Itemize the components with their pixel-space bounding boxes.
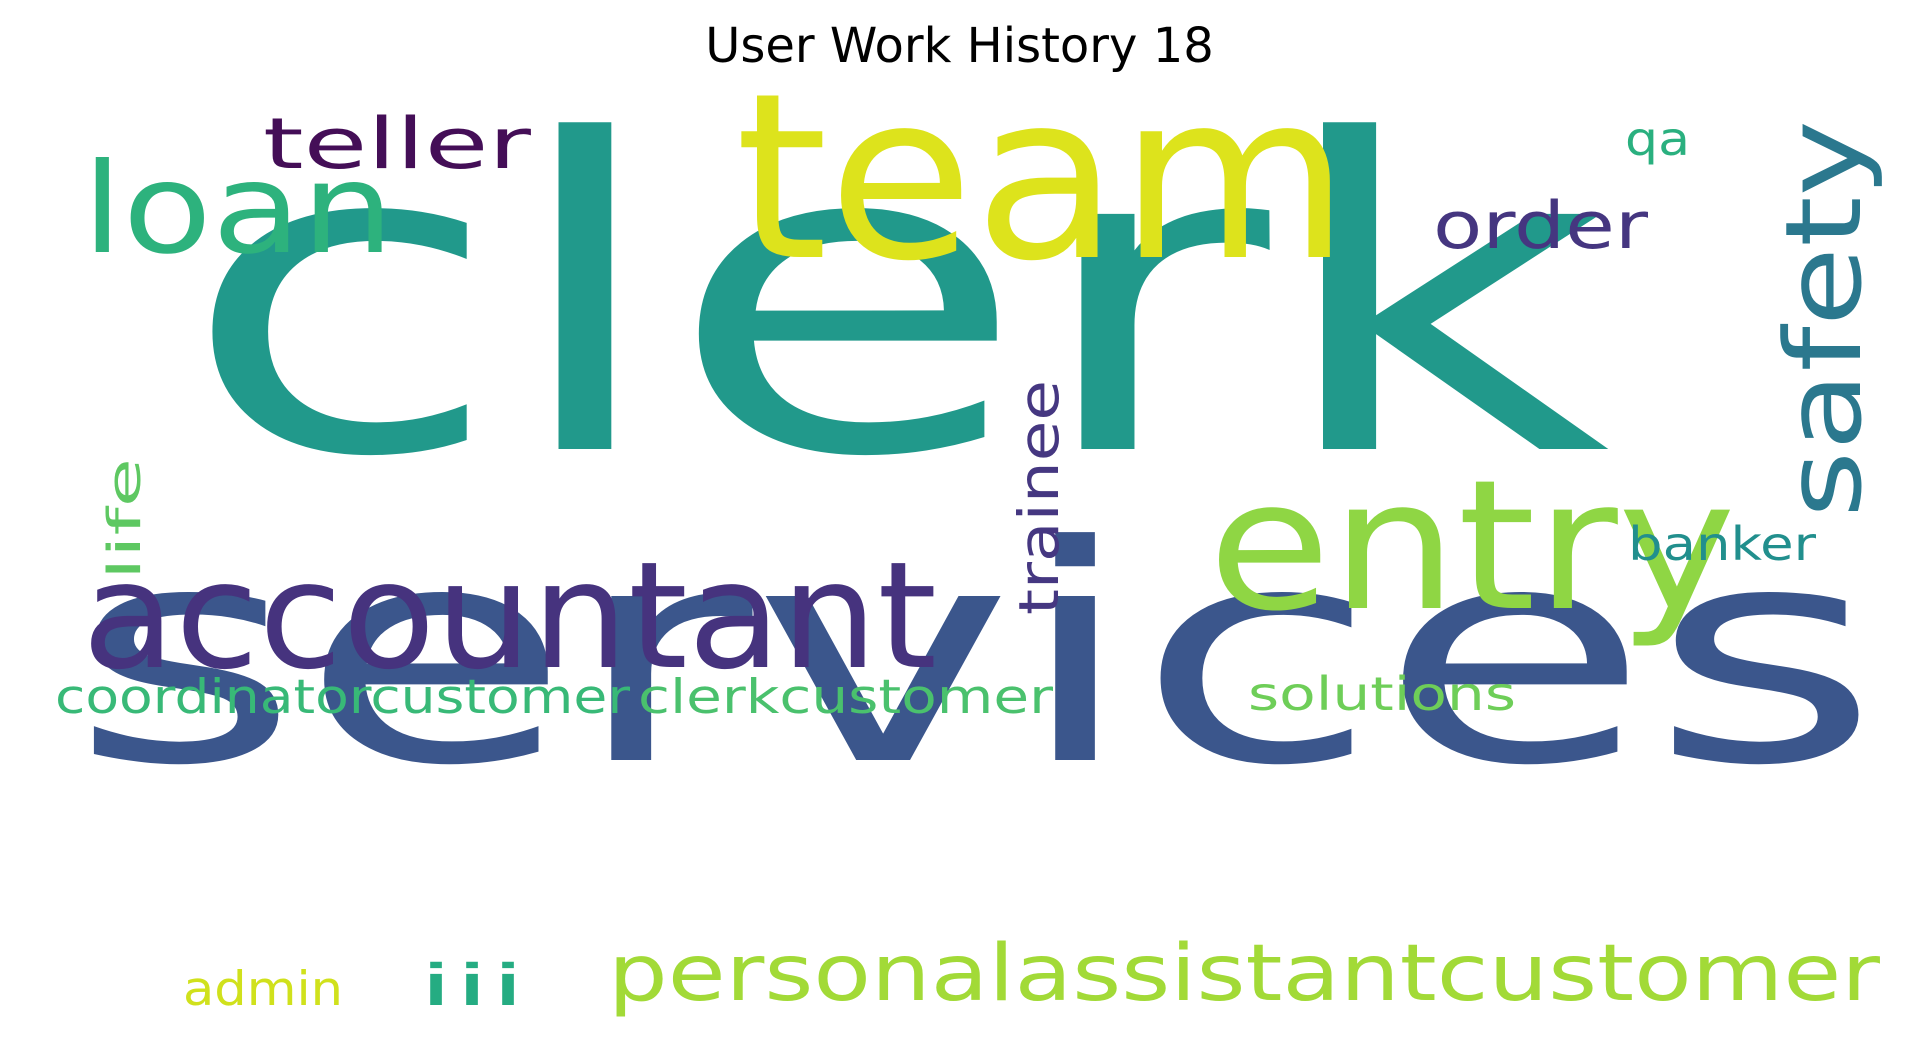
word-team: team xyxy=(735,45,1350,312)
word-order: order xyxy=(1433,189,1648,264)
word-clerkcustomer: clerkcustomer xyxy=(638,670,1054,725)
word-entry: entry xyxy=(1208,442,1736,651)
word-teller: teller xyxy=(263,103,531,185)
word-life: life xyxy=(98,458,151,580)
word-iii: iii xyxy=(418,953,526,1019)
word-coordinatorcustomer: coordinatorcustomer xyxy=(55,670,631,725)
word-banker: banker xyxy=(1628,517,1816,571)
word-loan: loan xyxy=(82,137,394,282)
word-admin: admin xyxy=(183,962,343,1017)
word-clerk: clerk xyxy=(180,51,1610,551)
word-personalassistantcustomer: personalassistantcustomer xyxy=(608,929,1881,1019)
word-safety: safety xyxy=(1763,120,1885,518)
word-trainee: trainee xyxy=(1007,380,1071,615)
word-solutions: solutions xyxy=(1248,667,1516,721)
word-accountant: accountant xyxy=(82,530,937,702)
word-qa: qa xyxy=(1625,112,1690,166)
word-services: services xyxy=(70,482,1880,831)
chart-title: User Work History 18 xyxy=(705,18,1214,74)
